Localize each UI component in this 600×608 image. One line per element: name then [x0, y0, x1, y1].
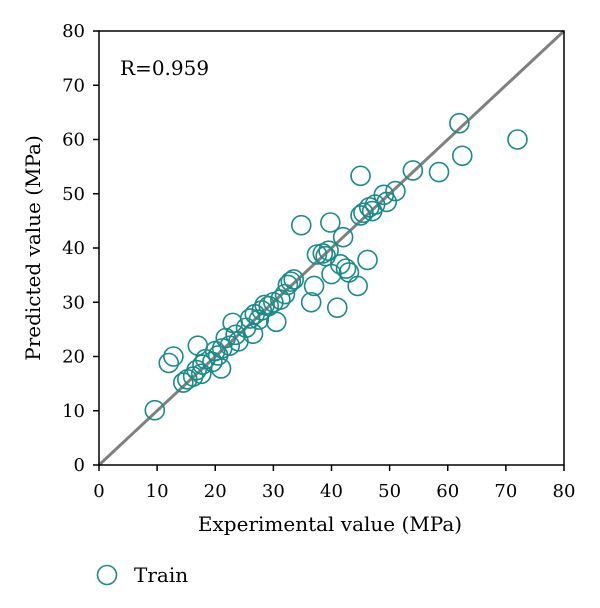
data-point [347, 275, 368, 297]
y-tick-label: 30 [62, 292, 85, 313]
y-tick-label: 50 [62, 184, 85, 205]
legend-marker-train [96, 564, 118, 586]
data-point [251, 300, 273, 321]
data-point [290, 214, 312, 236]
x-tick-label: 30 [262, 481, 285, 502]
x-tick-label: 40 [320, 481, 343, 502]
data-point [270, 289, 291, 310]
data-point [303, 275, 325, 297]
data-point [507, 129, 528, 150]
legend-label-train: Train [134, 563, 188, 587]
x-tick-label: 0 [93, 481, 104, 502]
data-point [332, 226, 354, 248]
y-tick-label: 40 [62, 238, 85, 259]
data-point [163, 346, 184, 367]
data-point [210, 358, 232, 379]
data-point [277, 274, 299, 296]
data-point [222, 312, 243, 334]
tick-labels-layer: 0 10 20 30 40 50 60 70 80 0 10 20 30 40 50 60 70 80 [62, 21, 575, 502]
x-axis-label: Experimental value (MPa) [198, 512, 462, 536]
data-point [300, 291, 322, 313]
data-point [350, 165, 371, 187]
data-point [280, 271, 302, 292]
data-point [144, 399, 166, 421]
data-point [449, 112, 470, 134]
r-value-annotation: R=0.959 [120, 56, 209, 80]
y-axis-label: Predicted value (MPa) [21, 135, 45, 361]
data-point [318, 240, 339, 262]
data-point [283, 269, 305, 290]
data-point [451, 145, 473, 167]
data-points-layer [144, 112, 528, 421]
x-tick-label: 20 [204, 481, 227, 502]
data-point [265, 311, 287, 333]
x-tick-label: 50 [378, 481, 401, 502]
y-tick-label: 20 [62, 347, 85, 368]
data-point [248, 309, 270, 330]
y-tick-label: 70 [62, 75, 85, 96]
x-tick-label: 80 [553, 481, 576, 502]
x-tick-label: 60 [436, 481, 459, 502]
data-point [158, 352, 180, 374]
data-point [320, 212, 341, 233]
data-point [327, 297, 348, 318]
data-point [353, 202, 374, 224]
y-tick-label: 60 [62, 130, 85, 151]
data-point [402, 160, 424, 181]
data-point [335, 258, 357, 279]
axis-ticks-layer [93, 30, 565, 471]
data-point [357, 249, 378, 271]
data-point [191, 363, 212, 385]
data-point [239, 308, 261, 329]
y-tick-label: 0 [74, 455, 85, 476]
data-point [385, 180, 406, 202]
legend: Train [96, 563, 188, 587]
y-tick-label: 10 [62, 401, 85, 422]
data-point [428, 161, 450, 183]
x-tick-label: 10 [146, 481, 169, 502]
data-point [172, 372, 194, 393]
y-tick-label: 80 [62, 21, 85, 42]
x-tick-label: 70 [494, 481, 517, 502]
